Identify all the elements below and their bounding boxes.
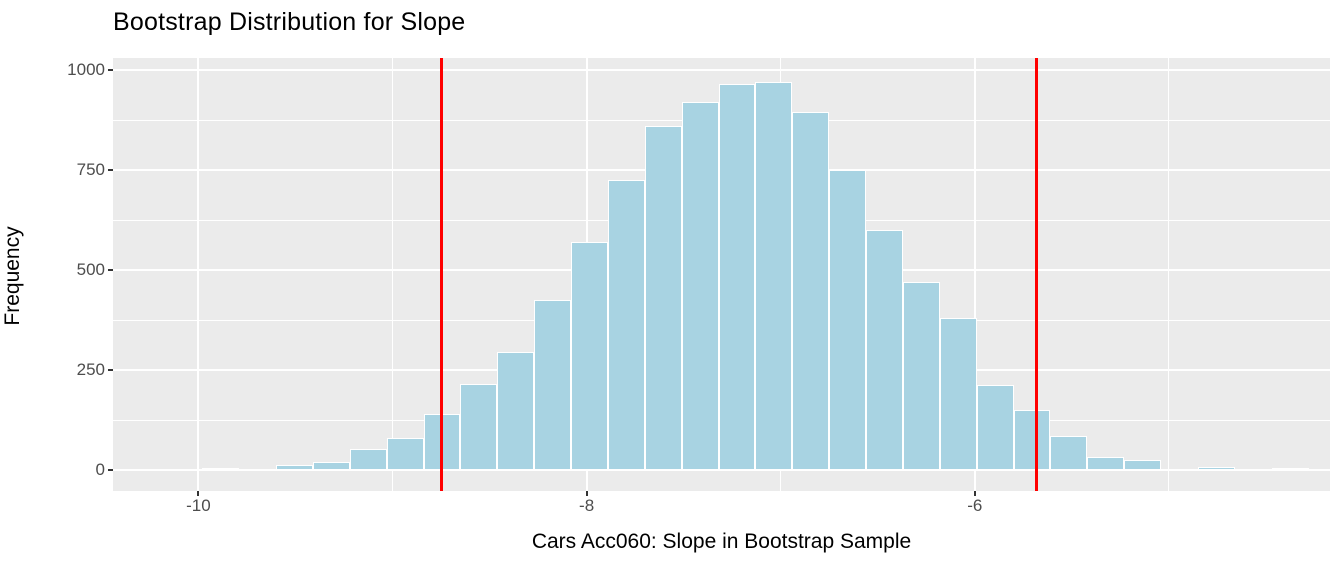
histogram-bar bbox=[349, 449, 387, 471]
histogram-bar bbox=[718, 84, 756, 471]
gridline-minor-x bbox=[1168, 58, 1170, 491]
histogram-bar bbox=[386, 438, 424, 471]
histogram-bar bbox=[976, 385, 1014, 471]
vline-ci-lower bbox=[439, 58, 443, 491]
histogram-bar bbox=[866, 230, 903, 471]
histogram-bar bbox=[312, 462, 350, 471]
histogram-bar bbox=[165, 468, 203, 471]
histogram-bar bbox=[902, 282, 940, 471]
y-tick-label: 750 bbox=[76, 160, 105, 180]
y-tick-label: 250 bbox=[76, 360, 105, 380]
histogram-bar bbox=[755, 82, 793, 471]
histogram-bar bbox=[1050, 436, 1088, 471]
histogram-bar bbox=[276, 464, 313, 471]
y-tick-label: 1000 bbox=[67, 60, 105, 79]
gridline-major-y bbox=[113, 469, 1330, 472]
histogram-bar bbox=[1161, 468, 1198, 471]
y-tick-mark bbox=[108, 269, 113, 272]
y-tick-mark bbox=[108, 369, 113, 372]
histogram-bar bbox=[460, 384, 498, 471]
chart-title: Bootstrap Distribution for Slope bbox=[113, 8, 466, 36]
y-tick-label: 500 bbox=[76, 260, 105, 280]
gridline-major-x bbox=[973, 58, 976, 491]
x-tick-mark bbox=[585, 491, 588, 496]
x-tick-label: -8 bbox=[579, 496, 595, 515]
x-tick-label: -10 bbox=[186, 496, 211, 515]
histogram-bar bbox=[1124, 460, 1162, 471]
histogram-bar bbox=[607, 180, 645, 471]
x-tick-mark bbox=[973, 491, 976, 496]
histogram-bar bbox=[1271, 468, 1309, 471]
x-axis-title: Cars Acc060: Slope in Bootstrap Sample bbox=[531, 530, 912, 553]
y-tick-label: 0 bbox=[95, 460, 105, 480]
gridline-major-x bbox=[197, 58, 200, 491]
histogram-bar bbox=[829, 170, 867, 471]
histogram-bar bbox=[571, 242, 608, 471]
x-tick-label: -6 bbox=[967, 496, 983, 515]
histogram-bar bbox=[644, 126, 682, 471]
histogram-bar bbox=[1013, 410, 1051, 471]
gridline-minor-x bbox=[392, 58, 393, 491]
histogram-bar bbox=[534, 300, 572, 471]
histogram-bar bbox=[1198, 466, 1235, 471]
gridline-major-y bbox=[113, 69, 1330, 71]
histogram-bar bbox=[239, 469, 277, 472]
histogram-bar bbox=[1087, 457, 1125, 471]
vline-ci-upper bbox=[1035, 58, 1039, 491]
plot-panel bbox=[113, 58, 1330, 491]
histogram-bar bbox=[681, 102, 719, 471]
y-tick-mark bbox=[108, 169, 113, 172]
y-tick-mark bbox=[108, 69, 113, 71]
x-tick-mark bbox=[197, 491, 200, 496]
histogram-bar bbox=[792, 112, 830, 471]
y-axis-title: Frequency bbox=[1, 226, 24, 326]
histogram-bar bbox=[202, 468, 240, 471]
histogram-bar bbox=[939, 318, 977, 471]
y-tick-mark bbox=[108, 469, 113, 472]
histogram-bar bbox=[497, 352, 535, 471]
